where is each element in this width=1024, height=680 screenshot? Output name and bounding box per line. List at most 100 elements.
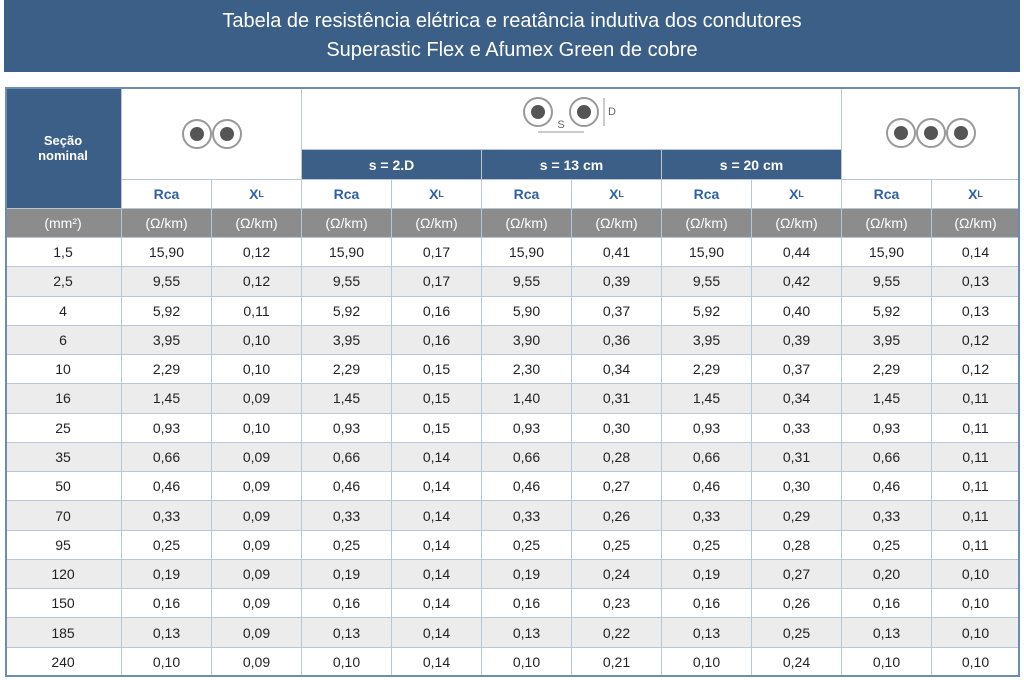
table-value: 0,25 (752, 618, 842, 648)
table-value: 0,09 (212, 618, 302, 648)
column-header-text: X (789, 186, 799, 202)
column-header: Rca (662, 180, 752, 209)
table-value: 0,29 (752, 501, 842, 531)
table-value: 0,10 (932, 647, 1020, 677)
table-value: 0,11 (932, 530, 1020, 560)
table-value: 0,13 (932, 296, 1020, 326)
table-value: 0,10 (932, 618, 1020, 648)
table-value: 0,10 (302, 647, 392, 677)
column-header-text: X (429, 186, 439, 202)
section-value: 6 (5, 325, 122, 356)
table-value: 0,14 (392, 647, 482, 677)
unit-label: (Ω/km) (662, 209, 752, 238)
table-value: 0,66 (662, 442, 752, 473)
unit-label: (Ω/km) (752, 209, 842, 238)
table-value: 0,12 (212, 238, 302, 268)
table-value: 0,40 (752, 296, 842, 326)
table-value: 9,55 (302, 267, 392, 297)
table-value: 1,45 (842, 384, 932, 414)
table-value: 1,45 (122, 384, 212, 414)
table-value: 1,40 (482, 384, 572, 414)
spacing-label: s = 20 cm (662, 150, 842, 180)
table-value: 0,13 (842, 618, 932, 648)
table-value: 0,25 (302, 530, 392, 560)
table-value: 0,11 (212, 296, 302, 326)
table-value: 0,33 (842, 501, 932, 531)
table-value: 0,93 (662, 413, 752, 443)
section-value: 70 (5, 501, 122, 531)
section-value: 2,5 (5, 267, 122, 297)
table-value: 0,12 (932, 325, 1020, 356)
table-value: 3,95 (662, 325, 752, 356)
table-value: 2,29 (662, 355, 752, 385)
table-value: 0,44 (752, 238, 842, 268)
table-value: 0,10 (932, 589, 1020, 619)
column-header: Rca (482, 180, 572, 209)
table-value: 0,14 (392, 442, 482, 473)
section-header-line: nominal (38, 147, 88, 163)
table-value: 0,11 (932, 413, 1020, 443)
table-value: 9,55 (662, 267, 752, 297)
section-value: 25 (5, 413, 122, 443)
table-value: 0,10 (482, 647, 572, 677)
table-value: 0,41 (572, 238, 662, 268)
table-value: 0,21 (572, 647, 662, 677)
table-value: 0,09 (212, 559, 302, 590)
table-value: 0,46 (122, 472, 212, 502)
table-value: 0,24 (752, 647, 842, 677)
table-value: 9,55 (122, 267, 212, 297)
unit-label: (Ω/km) (842, 209, 932, 238)
column-header-text: Rca (693, 186, 720, 202)
table-value: 5,92 (842, 296, 932, 326)
title-banner: Tabela de resistência elétrica e reatânc… (4, 0, 1020, 72)
table-value: 0,39 (752, 325, 842, 356)
table-value: 0,93 (842, 413, 932, 443)
column-header-subscript: L (258, 189, 264, 199)
table-value: 0,36 (572, 325, 662, 356)
table-value: 0,13 (662, 618, 752, 648)
table-value: 0,66 (122, 442, 212, 473)
table-value: 0,19 (662, 559, 752, 590)
table-value: 15,90 (122, 238, 212, 268)
table-value: 0,10 (212, 355, 302, 385)
table-value: 1,45 (662, 384, 752, 414)
table-value: 0,66 (302, 442, 392, 473)
column-header-subscript: L (618, 189, 624, 199)
section-value: 240 (5, 647, 122, 677)
table-value: 0,09 (212, 530, 302, 560)
table-value: 0,13 (302, 618, 392, 648)
table-value: 2,29 (842, 355, 932, 385)
column-header: Rca (302, 180, 392, 209)
table-value: 0,46 (662, 472, 752, 502)
table-value: 1,45 (302, 384, 392, 414)
table-value: 0,17 (392, 238, 482, 268)
column-header-subscript: L (977, 189, 983, 199)
table-value: 0,15 (392, 413, 482, 443)
table-value: 0,09 (212, 384, 302, 414)
table-value: 3,90 (482, 325, 572, 356)
table-value: 0,28 (752, 530, 842, 560)
table-value: 0,31 (752, 442, 842, 473)
table-value: 0,14 (392, 589, 482, 619)
column-header-text: X (968, 186, 978, 202)
title-line: Superastic Flex e Afumex Green de cobre (326, 39, 698, 61)
table-value: 0,31 (572, 384, 662, 414)
table-value: 0,46 (842, 472, 932, 502)
table-value: 0,16 (662, 589, 752, 619)
table-value: 0,25 (572, 530, 662, 560)
unit-label: (Ω/km) (482, 209, 572, 238)
table-value: 0,16 (122, 589, 212, 619)
table-value: 0,46 (482, 472, 572, 502)
table-value: 2,30 (482, 355, 572, 385)
section-value: 35 (5, 442, 122, 473)
table-value: 0,09 (212, 589, 302, 619)
table-value: 3,95 (302, 325, 392, 356)
table-value: 0,42 (752, 267, 842, 297)
column-header-subscript: L (438, 189, 444, 199)
table-value: 0,25 (122, 530, 212, 560)
section-value: 50 (5, 472, 122, 502)
table-value: 15,90 (842, 238, 932, 268)
table-value: 0,27 (752, 559, 842, 590)
